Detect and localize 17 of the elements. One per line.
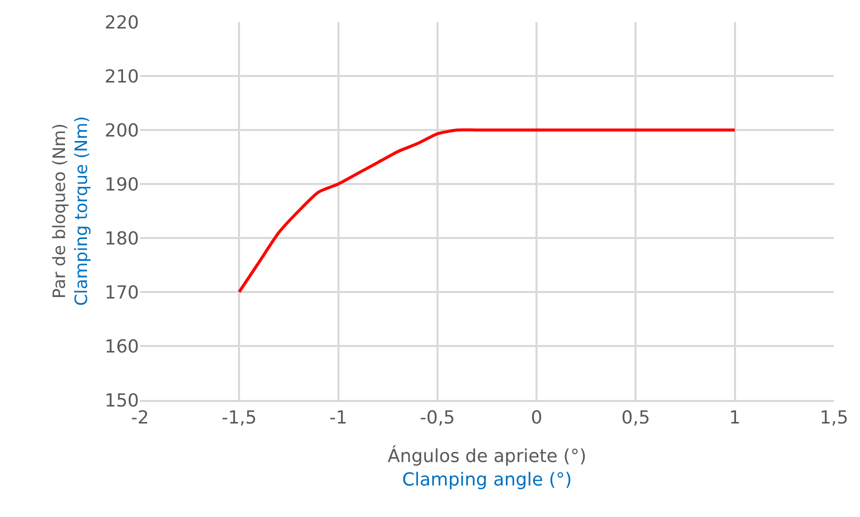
line-series [238, 128, 736, 294]
x-tick-label: -0,5 [420, 407, 455, 428]
x-tick-label: -1,5 [222, 407, 257, 428]
y-tick-label: 190 [104, 174, 139, 196]
y-tick-label: 160 [104, 336, 139, 358]
x-tick-label: 0,5 [621, 407, 650, 428]
y-tick-label: 200 [104, 120, 139, 142]
y-tick-label: 180 [104, 228, 139, 250]
y-tick-label: 210 [104, 66, 139, 88]
x-tick-label: 1 [729, 407, 741, 428]
y-tick-label: 220 [104, 12, 139, 34]
y-tick-label: 170 [104, 282, 139, 304]
x-tick-label: -1 [329, 407, 348, 428]
y-axis-title: Par de bloqueo (Nm) Clamping torque (Nm) [50, 116, 92, 306]
x-tick-label: 1,5 [820, 407, 848, 428]
x-axis-title: Ángulos de apriete (°) Clamping angle (°) [388, 444, 586, 490]
x-tick-label: 0 [530, 407, 542, 428]
